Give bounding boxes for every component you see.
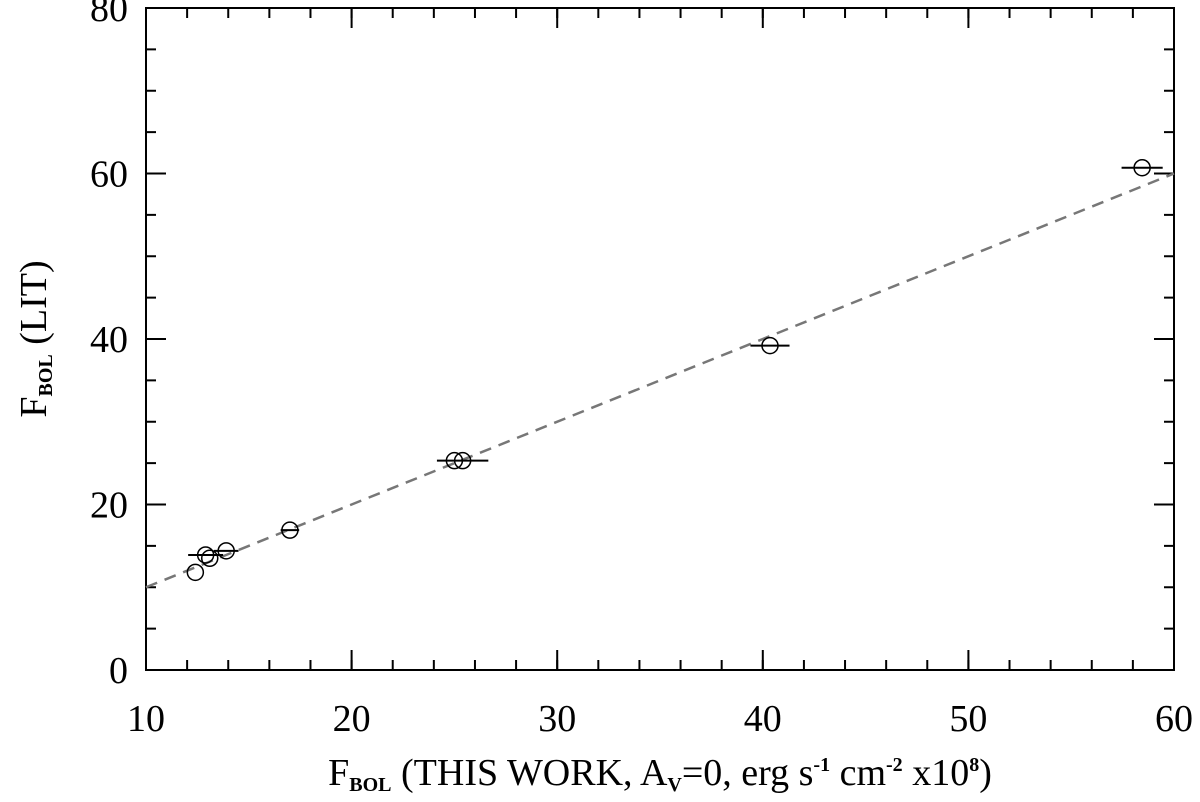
data-point xyxy=(200,549,219,568)
x-axis-label-part: cm xyxy=(830,752,886,794)
plot-frame xyxy=(145,7,1175,671)
data-point xyxy=(186,563,205,582)
identity-line xyxy=(145,172,1175,589)
x-tick-label: 50 xyxy=(949,698,987,740)
x-axis-label-part: x10 xyxy=(903,752,970,794)
data-point xyxy=(761,336,779,355)
x-axis-label-part: ) xyxy=(979,752,992,794)
x-axis-label-part: BOL xyxy=(349,774,391,796)
y-tick-label: 80 xyxy=(90,0,128,30)
x-tick-label: 10 xyxy=(127,698,165,740)
y-axis-label-part: BOL xyxy=(35,354,57,396)
x-axis-label: FBOL (THIS WORK, AV=0, erg s-1 cm-2 x108… xyxy=(328,752,992,796)
x-axis-label-part: -2 xyxy=(886,754,903,776)
x-tick-label: 30 xyxy=(538,698,576,740)
x-axis-label-part: =0, erg s xyxy=(682,752,814,794)
y-axis-label-part: (LIT) xyxy=(13,260,55,354)
x-axis-label-part: -1 xyxy=(813,754,830,776)
x-axis-label-part: F xyxy=(328,752,349,794)
x-axis-label-part: 8 xyxy=(969,754,979,776)
y-tick-label: 60 xyxy=(90,154,128,196)
data-point xyxy=(196,546,215,564)
y-axis-label-part: F xyxy=(13,397,55,418)
x-tick-label: 60 xyxy=(1155,698,1193,740)
x-axis-label-part: (THIS WORK, A xyxy=(392,752,668,794)
data-point xyxy=(217,542,235,560)
y-tick-label: 40 xyxy=(90,319,128,361)
y-axis-label: FBOL (LIT) xyxy=(13,260,57,417)
y-tick-label: 0 xyxy=(109,650,128,692)
data-point xyxy=(1133,158,1151,177)
x-tick-label: 40 xyxy=(744,698,782,740)
y-tick-label: 20 xyxy=(90,485,128,527)
data-point xyxy=(281,521,299,539)
x-tick-label: 20 xyxy=(333,698,371,740)
x-axis-label-part: V xyxy=(667,774,682,796)
data-point xyxy=(453,451,472,470)
